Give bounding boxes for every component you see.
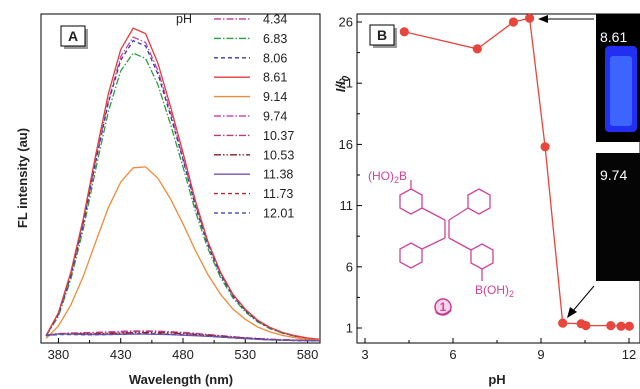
compound-number-swoosh — [435, 309, 452, 316]
panel-a-frame — [40, 13, 321, 344]
ring-top-left — [399, 188, 423, 215]
panel-a-letter-box: A — [60, 25, 88, 49]
legend-label-ph-10-53: 10.53 — [263, 148, 294, 162]
photo-inset-8-61-core — [610, 56, 632, 126]
panel-b-letter-box: B — [369, 24, 397, 48]
bond-lower-left — [421, 237, 446, 250]
photo-inset-9-74: 9.74 — [596, 153, 640, 281]
arrow-to-low-point — [567, 285, 595, 318]
bond-upper-right — [448, 207, 469, 221]
arrow-to-high-point — [538, 15, 594, 23]
legend-label-ph-9-74: 9.74 — [263, 110, 287, 124]
photo-inset-8-61: 8.61 — [596, 14, 640, 142]
data-point-ph-12-01 — [624, 321, 634, 331]
data-point-ph-10-53 — [581, 321, 591, 331]
panel-a-y-axis-title: FL intensity (au) — [15, 128, 30, 228]
arrow-to-low-point-head — [567, 307, 577, 318]
legend-label-ph-11-38: 11.38 — [263, 168, 293, 182]
legend-label-ph-8-61: 8.61 — [263, 71, 287, 85]
boronic-acid-top-label: (HO)2B — [368, 169, 407, 185]
panel-b-y-axis-title: I/I0 — [333, 75, 352, 92]
arrow-to-high-point-head — [538, 15, 548, 23]
bond-lower-right — [448, 237, 472, 251]
panel-b-y-tick-label: 6 — [346, 259, 353, 274]
chemical-structure — [399, 180, 494, 281]
curve-ph-6-83 — [45, 52, 321, 341]
panel-b-y-tick-label: 1 — [346, 321, 353, 336]
panel-b-x-tick-label: 6 — [449, 347, 456, 362]
panel-a: A 380 430 480 530 580 pH 4.34 6.83 8.06 8.61 9.1… — [15, 12, 321, 387]
data-point-ph-9-74 — [558, 318, 568, 328]
panel-b-x-tick-label: 12 — [622, 347, 636, 362]
legend-label-ph-9-14: 9.14 — [263, 90, 287, 104]
photo-inset-9-74-background — [596, 153, 640, 281]
data-point-ph-6-83 — [472, 44, 482, 54]
curve-ph-9-14 — [45, 166, 321, 341]
legend-label-ph-12-01: 12.01 — [263, 207, 294, 221]
legend-label-ph-8-06: 8.06 — [263, 51, 287, 65]
panel-a-x-tick-label: 380 — [48, 347, 70, 362]
panel-a-x-axis-title: Wavelength (nm) — [129, 372, 233, 387]
data-point-ph-11-73 — [616, 321, 626, 331]
panel-b-series — [399, 13, 634, 331]
panel-b-y-tick-label: 11 — [340, 198, 354, 213]
panel-b-x-tick-label: 9 — [537, 347, 544, 362]
panel-b-y-tick-label: 16 — [339, 137, 353, 152]
panel-a-x-tick-label: 530 — [234, 347, 256, 362]
bond-upper-left — [421, 207, 446, 221]
ring-bottom-left — [399, 242, 423, 269]
panel-a-legend: pH 4.34 6.83 8.06 8.61 9.14 9.74 10.37 10.53 11.… — [176, 12, 294, 221]
panel-b-y-tick-label: 21 — [339, 76, 353, 91]
panel-a-x-tick-label: 430 — [110, 347, 132, 362]
panel-a-letter: A — [68, 28, 78, 44]
panel-b-x-tick-label: 3 — [361, 347, 368, 362]
legend-title: pH — [176, 12, 192, 26]
legend-label-ph-10-37: 10.37 — [263, 129, 294, 143]
curve-ph-8-06 — [45, 39, 321, 341]
data-point-ph-8-61 — [525, 13, 535, 23]
panel-b-letter-frame — [369, 24, 395, 46]
curve-ph-12-01 — [45, 333, 321, 342]
photo-inset-8-61-label: 8.61 — [600, 29, 627, 45]
arrow-to-low-point-shaft — [571, 285, 595, 313]
panel-a-curves — [45, 27, 321, 342]
legend-label-ph-6-83: 6.83 — [263, 32, 287, 46]
ring-top-right — [467, 188, 491, 215]
data-point-ph-11-38 — [606, 321, 616, 331]
photo-inset-9-74-label: 9.74 — [600, 167, 627, 183]
intensity-ratio-line — [404, 17, 630, 327]
data-point-ph-9-14 — [540, 142, 550, 152]
panel-a-x-tick-label: 480 — [172, 347, 194, 362]
compound-number-badge: 1 — [434, 298, 452, 316]
boronic-acid-bottom-label: B(OH)2 — [475, 283, 514, 299]
panel-a-x-tick-label: 580 — [297, 347, 319, 362]
panel-a-x-ticks: 380 430 480 530 580 — [48, 338, 319, 362]
compound-number: 1 — [440, 300, 447, 314]
data-point-ph-8-06 — [508, 17, 518, 27]
data-point-ph-4-34 — [399, 27, 409, 37]
legend-label-ph-11-73: 11.73 — [263, 187, 293, 201]
ring-bottom-right — [470, 243, 494, 270]
panel-b-frame — [356, 13, 640, 344]
panel-b-x-axis-title: pH — [488, 372, 505, 387]
panel-b-y-tick-label: 26 — [339, 15, 353, 30]
panel-b-letter: B — [377, 27, 387, 43]
panel-b-x-ticks: 3 6 9 12 — [361, 338, 636, 362]
panel-b: 8.61 9.74 B (HO)2B B(OH)2 — [333, 13, 640, 387]
curve-ph-8-61 — [45, 27, 321, 341]
legend-label-ph-4-34: 4.34 — [263, 13, 287, 27]
panel-a-letter-frame — [60, 25, 86, 47]
